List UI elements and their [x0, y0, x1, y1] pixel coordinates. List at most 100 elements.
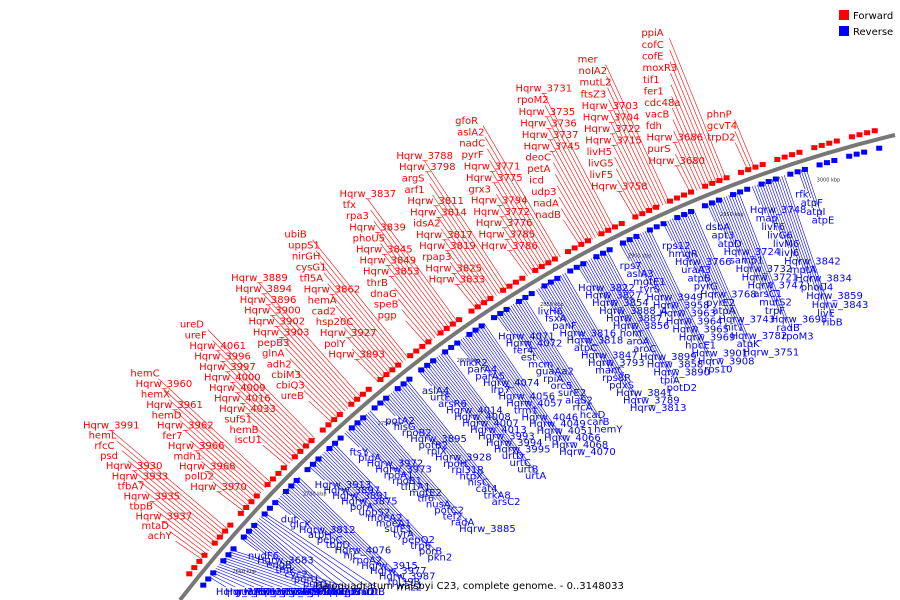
reverse-connector	[280, 495, 319, 531]
reverse-connector	[471, 331, 525, 406]
reverse-gene-label: Hqrw_3719	[281, 587, 338, 598]
reverse-gene-label: trpF	[765, 306, 785, 317]
forward-gene-feature	[571, 245, 578, 251]
reverse-gene-label: orc5	[551, 381, 573, 392]
forward-gene-label: hemL	[89, 431, 117, 442]
forward-gene-label: Hqrw_3896	[240, 295, 297, 306]
reverse-gene-label: Hqrw_4056	[499, 392, 556, 403]
forward-connector	[323, 272, 401, 365]
reverse-connector	[592, 257, 637, 337]
reverse-gene-feature	[715, 197, 722, 203]
reverse-connector	[805, 167, 822, 216]
reverse-gene-label: livG6	[767, 231, 793, 242]
reverse-gene-feature	[246, 528, 253, 534]
reverse-gene-feature	[304, 467, 311, 473]
forward-gene-feature	[833, 138, 840, 144]
forward-connector	[303, 390, 336, 421]
forward-gene-label: phoU5	[353, 234, 386, 245]
forward-gene-label: Hqrw_4061	[189, 341, 246, 352]
forward-gene-label: Hqrw_3825	[425, 263, 482, 274]
reverse-connector	[208, 576, 227, 588]
forward-gene-feature	[227, 522, 234, 528]
reverse-gene-feature	[554, 275, 561, 281]
reverse-connector	[438, 355, 512, 452]
forward-gene-label: Hqrw_3819	[419, 241, 476, 252]
reverse-connector	[224, 557, 310, 588]
reverse-gene-feature	[831, 157, 838, 163]
forward-connector	[560, 208, 584, 245]
reverse-connector	[217, 566, 273, 588]
reverse-connector	[510, 305, 561, 382]
forward-gene-feature	[331, 417, 338, 423]
reverse-connector	[404, 381, 494, 491]
reverse-gene-label: Hqrw_4070	[559, 447, 616, 458]
forward-connector	[236, 392, 301, 454]
forward-gene-label: Hqrw_3960	[136, 379, 193, 390]
reverse-gene-feature	[205, 576, 212, 582]
reverse-connector	[764, 181, 789, 248]
forward-connector	[397, 298, 433, 341]
reverse-connector	[229, 551, 338, 588]
reverse-connector	[721, 197, 752, 273]
reverse-gene-feature	[472, 327, 479, 333]
reverse-gene-feature	[522, 294, 529, 300]
reverse-gene-feature	[787, 171, 794, 177]
forward-gene-label: Hqrw_4009	[209, 383, 266, 394]
forward-gene-label: fer1	[644, 86, 664, 97]
reverse-gene-label: Hqrw_4066	[544, 433, 601, 444]
forward-connector	[380, 243, 447, 331]
reverse-connector	[219, 563, 283, 588]
reverse-gene-feature	[400, 381, 407, 387]
reverse-gene-label: atpB	[687, 273, 710, 284]
reverse-gene-feature	[315, 456, 322, 462]
forward-gene-label: hemX	[141, 390, 170, 401]
forward-gene-feature	[222, 528, 229, 534]
reverse-gene-label: moeA2	[367, 513, 402, 524]
reverse-connector	[761, 182, 784, 240]
forward-connector	[222, 361, 308, 447]
reverse-gene-feature	[220, 558, 227, 564]
reverse-gene-label: Hqrw_3751	[743, 347, 800, 358]
reverse-connector	[420, 369, 441, 393]
reverse-gene-label: cat4	[476, 484, 498, 495]
legend-forward-label: Forward	[853, 11, 893, 22]
forward-connector	[133, 470, 219, 541]
reverse-gene-label: rps8R	[602, 373, 631, 384]
reverse-gene-label: livJ6	[778, 248, 799, 259]
forward-connector	[110, 430, 229, 530]
reverse-connector	[246, 532, 286, 566]
forward-gene-label: Hqrw_3845	[356, 245, 413, 256]
reverse-gene-label: Hqrw_3842	[784, 256, 841, 267]
forward-gene-label: Hqrw_3894	[235, 284, 292, 295]
tick-marks: 2650 kbp 2700 kbp 2750 kbp 2800 kbp 2850 kbp…	[233, 177, 841, 575]
forward-gene-label: Hqrw_3771	[464, 162, 521, 173]
reverse-connector	[783, 175, 833, 318]
reverse-gene-label: Hqrw_3753	[244, 587, 301, 598]
reverse-gene-label: hcaD	[580, 410, 606, 421]
reverse-connector	[213, 570, 255, 588]
forward-connector	[280, 337, 349, 409]
forward-gene-feature	[264, 482, 271, 488]
reverse-connector	[667, 220, 686, 258]
reverse-gene-label: uraA3	[681, 265, 711, 276]
reverse-gene-label: Hqrw_3747	[747, 281, 804, 292]
reverse-gene-label: Hqrw_3834	[795, 274, 852, 285]
forward-gene-label: Hqrw_3837	[340, 189, 397, 200]
reverse-gene-label: dut	[281, 515, 298, 526]
reverse-connector	[481, 324, 562, 441]
forward-gene-label: Hqrw_3745	[524, 141, 581, 152]
forward-connector	[387, 265, 441, 335]
reverse-gene-label: atpE	[812, 216, 835, 227]
reverse-connector	[251, 526, 314, 580]
reverse-gene-label: Hqrw_4007	[462, 418, 519, 429]
forward-gene-label: Hqrw_3736	[520, 118, 577, 129]
reverse-gene-label: Hqrw_3891	[332, 491, 389, 502]
tick-label: 2750 kbp	[378, 421, 402, 427]
forward-connector	[558, 196, 587, 243]
forward-gene-feature	[565, 249, 572, 255]
forward-connector	[285, 347, 346, 412]
forward-connector	[456, 284, 477, 310]
forward-gene-label: purS	[647, 144, 670, 155]
reverse-gene-label: potB2	[419, 440, 449, 451]
